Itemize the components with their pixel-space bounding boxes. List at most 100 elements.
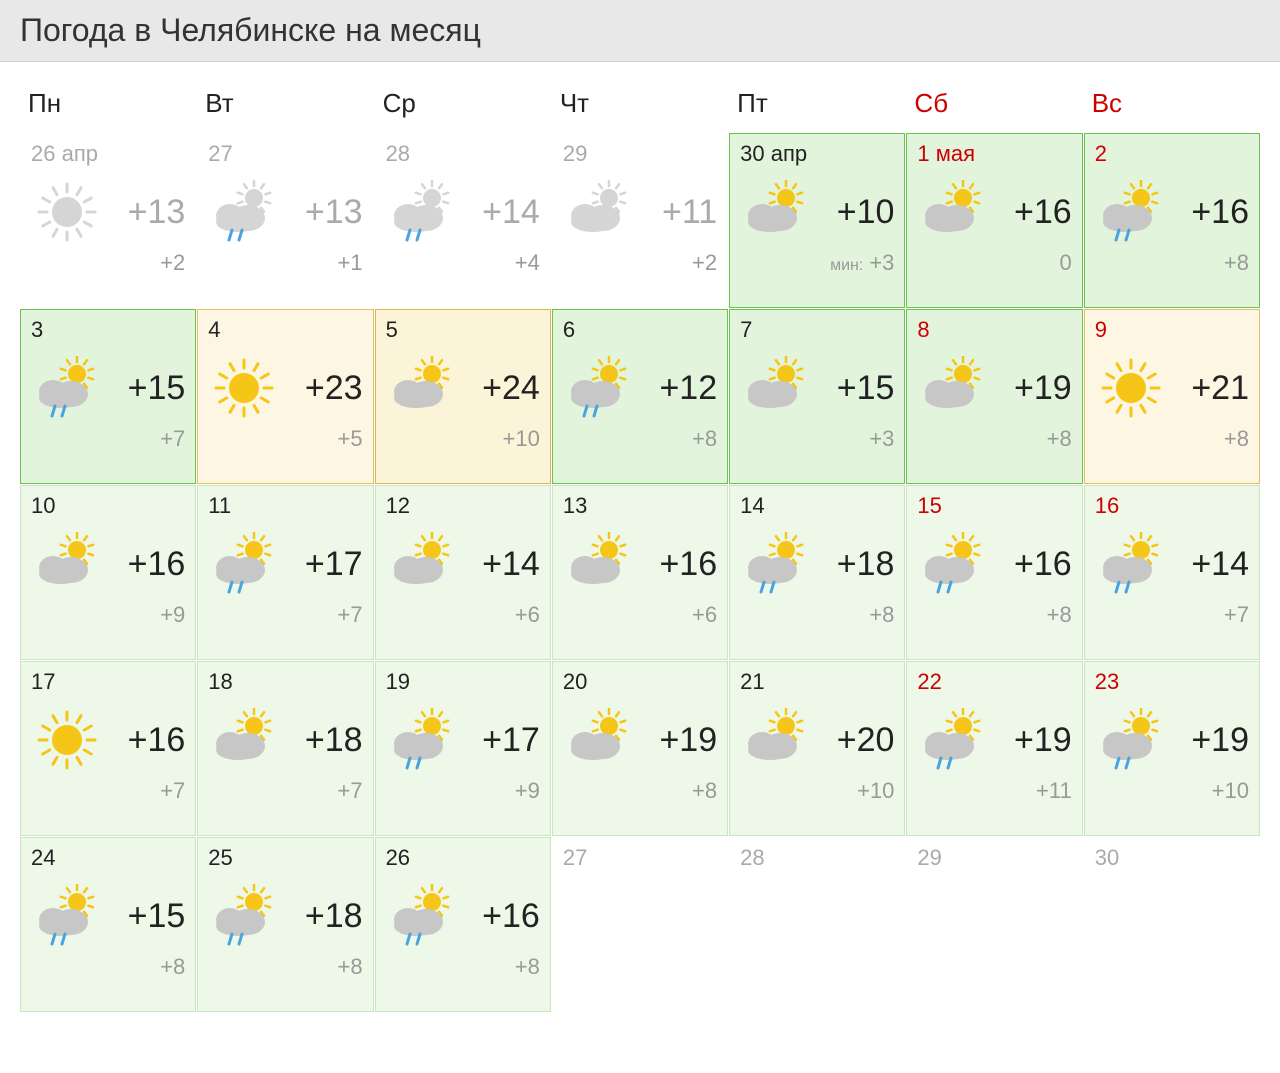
cloud-sun-icon: [563, 708, 635, 772]
temp-low: +8: [160, 954, 185, 980]
day-cell[interactable]: 11 +17 +7: [197, 485, 373, 660]
temp-high: +18: [280, 897, 362, 936]
cloud-sun-icon: [208, 708, 280, 772]
temp-low: +5: [337, 426, 362, 452]
day-cell[interactable]: 18 +18+7: [197, 661, 373, 836]
temp-low: +10: [503, 426, 540, 452]
day-cell[interactable]: 26 апр+13+2: [20, 133, 196, 308]
day-cell[interactable]: 23 +19+10: [1084, 661, 1260, 836]
date-label: 19: [386, 670, 540, 694]
date-label: 5: [386, 318, 540, 342]
day-cell[interactable]: 26 +16+8: [375, 837, 551, 1012]
temp-high: +19: [1167, 721, 1249, 760]
temp-high: +19: [635, 721, 717, 760]
date-label: 8: [917, 318, 1071, 342]
day-cell[interactable]: 6 +12+8: [552, 309, 728, 484]
weekday-label: Пт: [729, 82, 905, 125]
temp-high: +21: [1167, 369, 1249, 408]
cloud-sun-rain-icon: [1095, 180, 1167, 244]
day-cell[interactable]: 27 +13+1: [197, 133, 373, 308]
temp-high: +16: [103, 721, 185, 760]
temp-low: +4: [515, 250, 540, 276]
day-cell[interactable]: 1 мая +160: [906, 133, 1082, 308]
temp-high: +17: [280, 545, 362, 584]
date-label: 28: [386, 142, 540, 166]
cloud-sun-rain-icon: [31, 356, 103, 420]
temp-high: +16: [635, 545, 717, 584]
date-label: 30: [1095, 846, 1249, 870]
date-label: 26: [386, 846, 540, 870]
cloud-sun-rain-icon: [208, 884, 280, 948]
date-label: 11: [208, 494, 362, 518]
day-cell[interactable]: 8 +19 +8: [906, 309, 1082, 484]
cloud-sun-icon: [31, 532, 103, 596]
temp-low: +3: [869, 426, 894, 452]
date-label: 4: [208, 318, 362, 342]
temp-low: +6: [515, 602, 540, 628]
day-cell[interactable]: 13 +16 +6: [552, 485, 728, 660]
day-cell[interactable]: 3 +15+7: [20, 309, 196, 484]
date-label: 6: [563, 318, 717, 342]
day-cell[interactable]: 28 +14+4: [375, 133, 551, 308]
temp-high: +23: [280, 369, 362, 408]
day-cell[interactable]: 19 +17 +9: [375, 661, 551, 836]
day-cell[interactable]: 17+16+7: [20, 661, 196, 836]
weekday-label: Пн: [20, 82, 196, 125]
temp-low: +9: [515, 778, 540, 804]
day-cell[interactable]: 15 +16+8: [906, 485, 1082, 660]
day-cell[interactable]: 21 +20+10: [729, 661, 905, 836]
temp-low: +7: [1224, 602, 1249, 628]
date-label: 25: [208, 846, 362, 870]
temp-low: +7: [337, 602, 362, 628]
day-cell: 27: [552, 837, 728, 1012]
temp-high: +16: [989, 193, 1071, 232]
temp-high: +13: [280, 193, 362, 232]
sun-icon: [1095, 356, 1167, 420]
cloud-sun-icon: [740, 356, 812, 420]
weekday-label: Вс: [1084, 82, 1260, 125]
date-label: 9: [1095, 318, 1249, 342]
cloud-sun-rain-icon: [563, 356, 635, 420]
day-cell[interactable]: 30 апр +10мин:+3: [729, 133, 905, 308]
cloud-sun-icon: [563, 532, 635, 596]
temp-low: +8: [1047, 426, 1072, 452]
weekday-label: Чт: [552, 82, 728, 125]
date-label: 29: [917, 846, 1071, 870]
day-cell[interactable]: 25 +18+8: [197, 837, 373, 1012]
weekday-label: Вт: [197, 82, 373, 125]
temp-high: +11: [635, 193, 717, 232]
day-cell[interactable]: 29 +11+2: [552, 133, 728, 308]
cloud-sun-rain-grey-icon: [208, 180, 280, 244]
temp-low: +6: [692, 602, 717, 628]
date-label: 24: [31, 846, 185, 870]
temp-high: +19: [989, 369, 1071, 408]
date-label: 30 апр: [740, 142, 894, 166]
day-cell[interactable]: 22 +19+11: [906, 661, 1082, 836]
date-label: 20: [563, 670, 717, 694]
date-label: 21: [740, 670, 894, 694]
day-cell[interactable]: 14 +18+8: [729, 485, 905, 660]
min-prefix: мин:: [830, 257, 863, 275]
temp-high: +17: [458, 721, 540, 760]
date-label: 3: [31, 318, 185, 342]
date-label: 13: [563, 494, 717, 518]
day-cell[interactable]: 9+21+8: [1084, 309, 1260, 484]
day-cell[interactable]: 2 +16+8: [1084, 133, 1260, 308]
day-cell[interactable]: 16 +14+7: [1084, 485, 1260, 660]
day-cell[interactable]: 12 +14+6: [375, 485, 551, 660]
cloud-sun-icon: [386, 532, 458, 596]
day-cell[interactable]: 20 +19+8: [552, 661, 728, 836]
day-cell[interactable]: 5 +24+10: [375, 309, 551, 484]
day-cell[interactable]: 10 +16+9: [20, 485, 196, 660]
temp-low: +7: [160, 778, 185, 804]
date-label: 27: [208, 142, 362, 166]
temp-high: +12: [635, 369, 717, 408]
day-cell[interactable]: 4 +23 +5: [197, 309, 373, 484]
date-label: 1 мая: [917, 142, 1071, 166]
temp-high: +16: [458, 897, 540, 936]
temp-low: +8: [869, 602, 894, 628]
day-cell[interactable]: 24 +15+8: [20, 837, 196, 1012]
temp-low: +8: [1047, 602, 1072, 628]
day-cell[interactable]: 7 +15+3: [729, 309, 905, 484]
temp-low: +10: [857, 778, 894, 804]
